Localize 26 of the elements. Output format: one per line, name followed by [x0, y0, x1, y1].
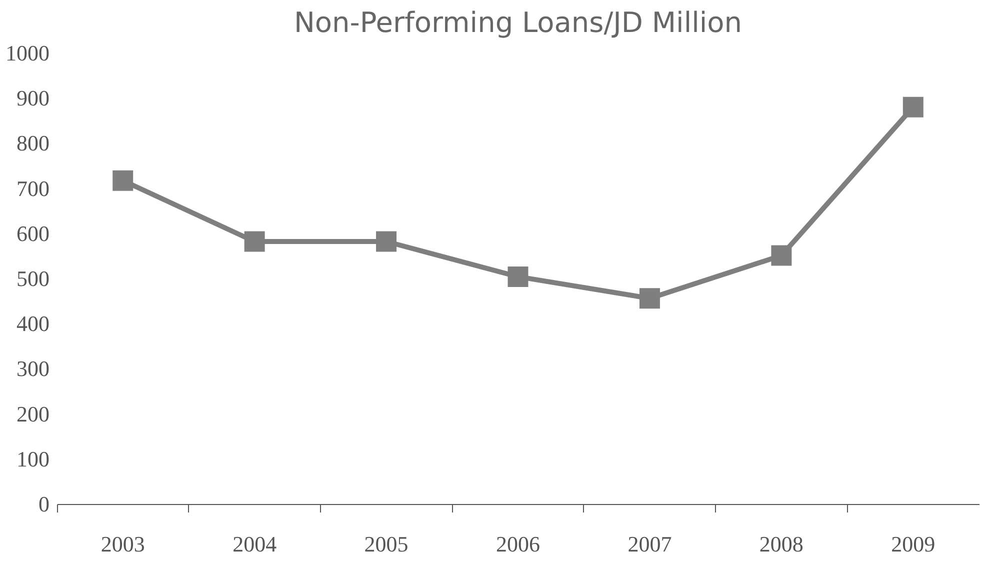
y-tick-label: 0 [38, 492, 50, 516]
x-tick-label: 2007 [628, 532, 672, 556]
y-tick-label: 400 [16, 311, 50, 336]
point [508, 266, 528, 287]
y-tick-label: 200 [16, 401, 50, 426]
y-tick-label: 900 [16, 86, 50, 111]
point [639, 288, 660, 309]
y-tick-label: 800 [16, 130, 50, 156]
point [112, 170, 134, 191]
y-tick-label: 1000 [6, 40, 50, 66]
x-tick-label: 2008 [759, 532, 804, 556]
y-tick-label: 700 [16, 176, 50, 201]
point [376, 231, 397, 252]
x-tick-label: 2006 [496, 532, 540, 556]
point [902, 96, 924, 118]
chart-title: Non-Performing Loans/JD Million [294, 6, 742, 39]
point [244, 231, 265, 252]
x-tick-label: 2003 [100, 532, 145, 556]
y-tick-label: 100 [16, 446, 50, 472]
point [771, 245, 792, 266]
y-tick-label: 500 [16, 266, 50, 291]
y-tick-label: 300 [16, 356, 50, 382]
x-tick-label: 2004 [232, 532, 277, 556]
y-tick-label: 600 [16, 220, 50, 246]
x-tick-label: 2005 [364, 532, 408, 556]
x-tick-label: 2009 [891, 532, 936, 556]
